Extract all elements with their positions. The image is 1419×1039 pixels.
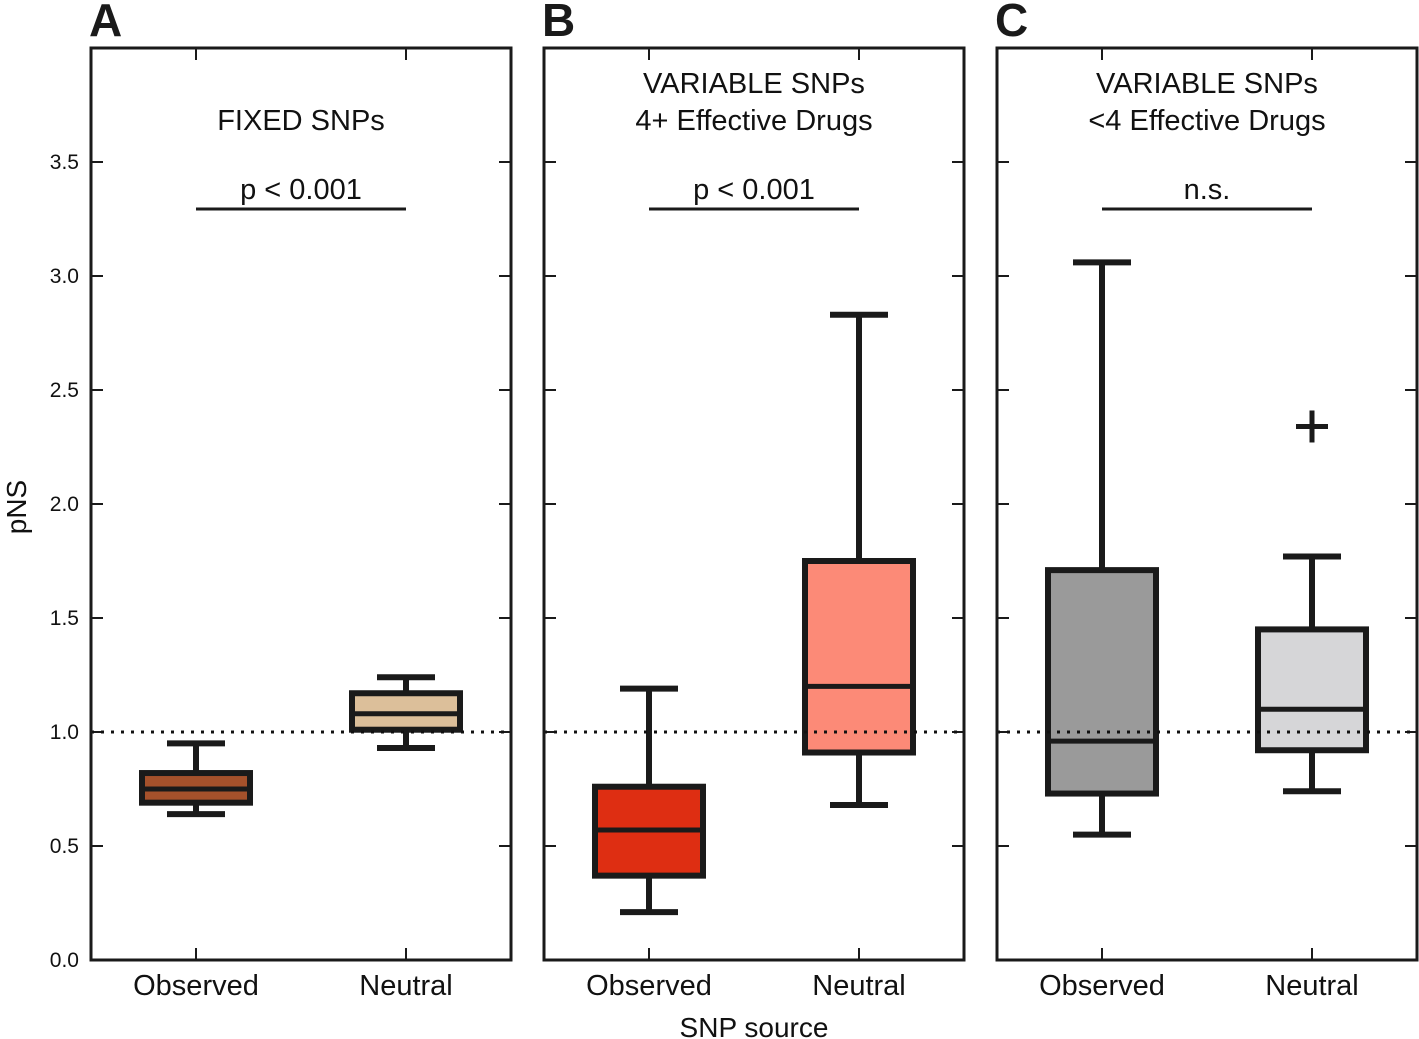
- x-category-label: Observed: [133, 970, 259, 1002]
- significance-label: p < 0.001: [240, 174, 362, 206]
- x-category-label: Observed: [1039, 970, 1165, 1002]
- y-tick-label: 3.5: [50, 151, 79, 174]
- x-category-label: Neutral: [359, 970, 453, 1002]
- panel-letter: B: [542, 0, 575, 46]
- box-neutral: [1255, 626, 1369, 754]
- x-category-label: Observed: [586, 970, 712, 1002]
- panel-frame: [995, 46, 1419, 962]
- panel-title-line: VARIABLE SNPs: [1096, 68, 1318, 100]
- x-axis-label: SNP source: [680, 1012, 829, 1039]
- x-category-label: Neutral: [812, 970, 906, 1002]
- y-tick-label: 1.5: [50, 607, 79, 630]
- y-tick-label: 0.0: [50, 949, 79, 972]
- y-tick-label: 2.0: [50, 493, 79, 516]
- y-tick-label: 1.0: [50, 721, 79, 744]
- box-observed: [1045, 567, 1159, 797]
- panel-frame: [542, 46, 966, 962]
- panel-frame: [89, 46, 513, 962]
- panel-letter: A: [89, 0, 122, 46]
- x-category-label: Neutral: [1265, 970, 1359, 1002]
- significance-label: p < 0.001: [693, 174, 815, 206]
- panel-letter: C: [995, 0, 1028, 46]
- panel-title-line: VARIABLE SNPs: [643, 68, 865, 100]
- panel-title-line: <4 Effective Drugs: [1088, 105, 1325, 137]
- panel-title-line: 4+ Effective Drugs: [635, 105, 872, 137]
- significance-label: n.s.: [1184, 174, 1231, 206]
- box-neutral: [802, 558, 916, 756]
- panel-title: FIXED SNPs: [217, 105, 385, 137]
- y-axis-label: pNS: [1, 480, 32, 534]
- y-tick-label: 2.5: [50, 379, 79, 402]
- y-tick-label: 0.5: [50, 835, 79, 858]
- y-tick-label: 3.0: [50, 265, 79, 288]
